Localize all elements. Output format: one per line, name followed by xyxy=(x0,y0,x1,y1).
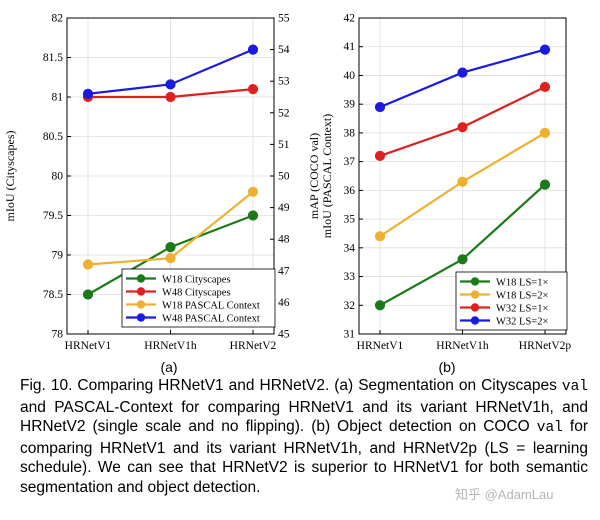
chart-a-ytick-right-label: 46 xyxy=(278,297,290,309)
chart-a-data-point xyxy=(82,88,94,99)
chart-b-legend-entry: W32 LS=1× xyxy=(496,303,548,314)
chart-b-ytick-label: 39 xyxy=(344,99,356,111)
chart-b-xtick-label: HRNetV1 xyxy=(357,340,404,352)
chart-b-legend-swatch-marker xyxy=(470,316,480,325)
chart-b-data-point xyxy=(457,254,468,265)
caption-code-val-1: val xyxy=(561,379,588,395)
chart-a-ytick-right-label: 50 xyxy=(278,171,290,183)
chart-a-ytick-label: 81.5 xyxy=(43,52,63,64)
chart-a-ytick-right-label: 53 xyxy=(278,76,290,88)
chart-b-legend-entry: W18 LS=2× xyxy=(496,290,548,301)
chart-a-y-axis-right-label: mIoU (PASCAL Context) xyxy=(320,114,334,238)
chart-a-xtick-label: HRNetV1 xyxy=(65,340,112,352)
chart-b-ytick-label: 33 xyxy=(344,271,356,283)
chart-a-panel-label: (a) xyxy=(160,359,177,375)
chart-b-ytick-label: 36 xyxy=(344,185,356,197)
chart-b-ytick-label: 41 xyxy=(344,41,356,53)
chart-b-data-point xyxy=(374,231,386,242)
chart-b-data-point xyxy=(374,150,386,161)
chart-a-data-point xyxy=(247,84,259,95)
chart-a-data-point xyxy=(165,79,176,90)
chart-a-ytick-right-label: 54 xyxy=(278,44,290,56)
chart-b-data-point xyxy=(374,101,386,113)
chart-b-panel-label: (b) xyxy=(438,359,455,375)
chart-b-ytick-label: 40 xyxy=(344,70,356,82)
chart-a-data-point xyxy=(165,91,176,103)
chart-b-legend-entry: W32 LS=2× xyxy=(496,316,548,327)
chart-a-data-point xyxy=(247,210,259,221)
chart-a-legend-swatch-marker xyxy=(136,300,146,309)
figure-caption: Fig. 10. Comparing HRNetV1 and HRNetV2. … xyxy=(20,376,588,498)
chart-a-ytick-right-label: 55 xyxy=(278,13,290,25)
chart-b-ytick-label: 31 xyxy=(344,329,356,341)
chart-a-legend-swatch-marker xyxy=(136,313,146,322)
chart-b-data-point xyxy=(374,300,386,311)
chart-b-xtick-label: HRNetV1h xyxy=(436,340,489,352)
chart-b-data-point xyxy=(539,179,551,190)
chart-b-legend-entry: W18 LS=1× xyxy=(496,277,548,288)
chart-a-ytick-right-label: 47 xyxy=(278,265,290,277)
chart-b-legend-swatch-marker xyxy=(470,277,480,286)
chart-b-ytick-label: 37 xyxy=(344,156,356,168)
caption-text-3: for comparing HRNetV1 and its variant HR… xyxy=(20,418,588,496)
chart-a-ytick-label: 78 xyxy=(52,329,64,341)
chart-a-ytick-right-label: 48 xyxy=(278,234,290,246)
chart-a-ytick-right-label: 49 xyxy=(278,202,290,214)
caption-text-1: Fig. 10. Comparing HRNetV1 and HRNetV2. … xyxy=(20,377,562,394)
chart-a-y-axis-label: mIoU (Cityscapes) xyxy=(3,131,17,222)
watermark: 知乎 @AdamLau xyxy=(455,487,554,502)
chart-a-ytick-label: 78.5 xyxy=(43,289,63,301)
chart-a-legend-entry: W18 Cityscapes xyxy=(162,274,231,285)
chart-a-ytick-label: 81 xyxy=(52,92,64,104)
chart-a-ytick-right-label: 45 xyxy=(278,329,290,341)
chart-a-xtick-label: HRNetV2 xyxy=(230,340,277,352)
chart-a-data-point xyxy=(82,259,94,270)
chart-b-data-point xyxy=(539,81,551,93)
chart-a-ytick-label: 79.5 xyxy=(43,210,63,222)
chart-b-data-point xyxy=(539,44,551,55)
chart-a-data-point xyxy=(247,44,259,55)
caption-code-val-2: val xyxy=(536,420,563,437)
chart-a-data-point xyxy=(247,186,259,197)
chart-a-ytick-label: 80.5 xyxy=(43,131,63,143)
chart-a-legend-entry: W48 PASCAL Context xyxy=(162,313,260,324)
chart-a-data-point xyxy=(82,289,94,300)
chart-b-legend-swatch-marker xyxy=(470,303,480,312)
chart-b-data-point xyxy=(457,176,468,187)
chart-a-ytick-right-label: 52 xyxy=(278,107,290,119)
chart-b-ytick-label: 32 xyxy=(344,300,356,312)
chart-b-data-point xyxy=(457,122,468,133)
chart-a-data-point xyxy=(165,253,176,264)
chart-a-ytick-label: 79 xyxy=(52,250,64,262)
chart-b-ytick-label: 34 xyxy=(344,242,356,254)
chart-a-legend-swatch-marker xyxy=(136,287,146,296)
chart-b-ytick-label: 38 xyxy=(344,127,356,139)
chart-b-ytick-label: 42 xyxy=(344,13,356,25)
chart-a-legend-entry: W18 PASCAL Context xyxy=(162,300,260,311)
chart-b-y-axis-label: mAP (COCO val) xyxy=(307,133,321,219)
chart-a-ytick-label: 80 xyxy=(52,171,64,183)
chart-a-xtick-label: HRNetV1h xyxy=(144,340,197,352)
chart-a-legend-entry: W48 Cityscapes xyxy=(162,287,231,298)
chart-a-data-point xyxy=(165,242,176,253)
chart-b-legend-swatch-marker xyxy=(470,290,480,299)
chart-a-ytick-right-label: 51 xyxy=(278,139,290,151)
chart-b-data-point xyxy=(457,67,468,78)
caption-text-2: and PASCAL-Context for comparing HRNetV1… xyxy=(20,398,588,436)
chart-a-legend-swatch-marker xyxy=(136,274,146,283)
chart-a-ytick-label: 82 xyxy=(52,13,64,25)
chart-b-xtick-label: HRNetV2p xyxy=(519,340,572,352)
figure-canvas: 78 78.5 79 79.5 80 80.5 81 81.5 82 45 46 47 48 49 50 51… xyxy=(3,13,572,376)
chart-b-ytick-label: 35 xyxy=(344,214,356,226)
chart-b-data-point xyxy=(539,127,551,139)
